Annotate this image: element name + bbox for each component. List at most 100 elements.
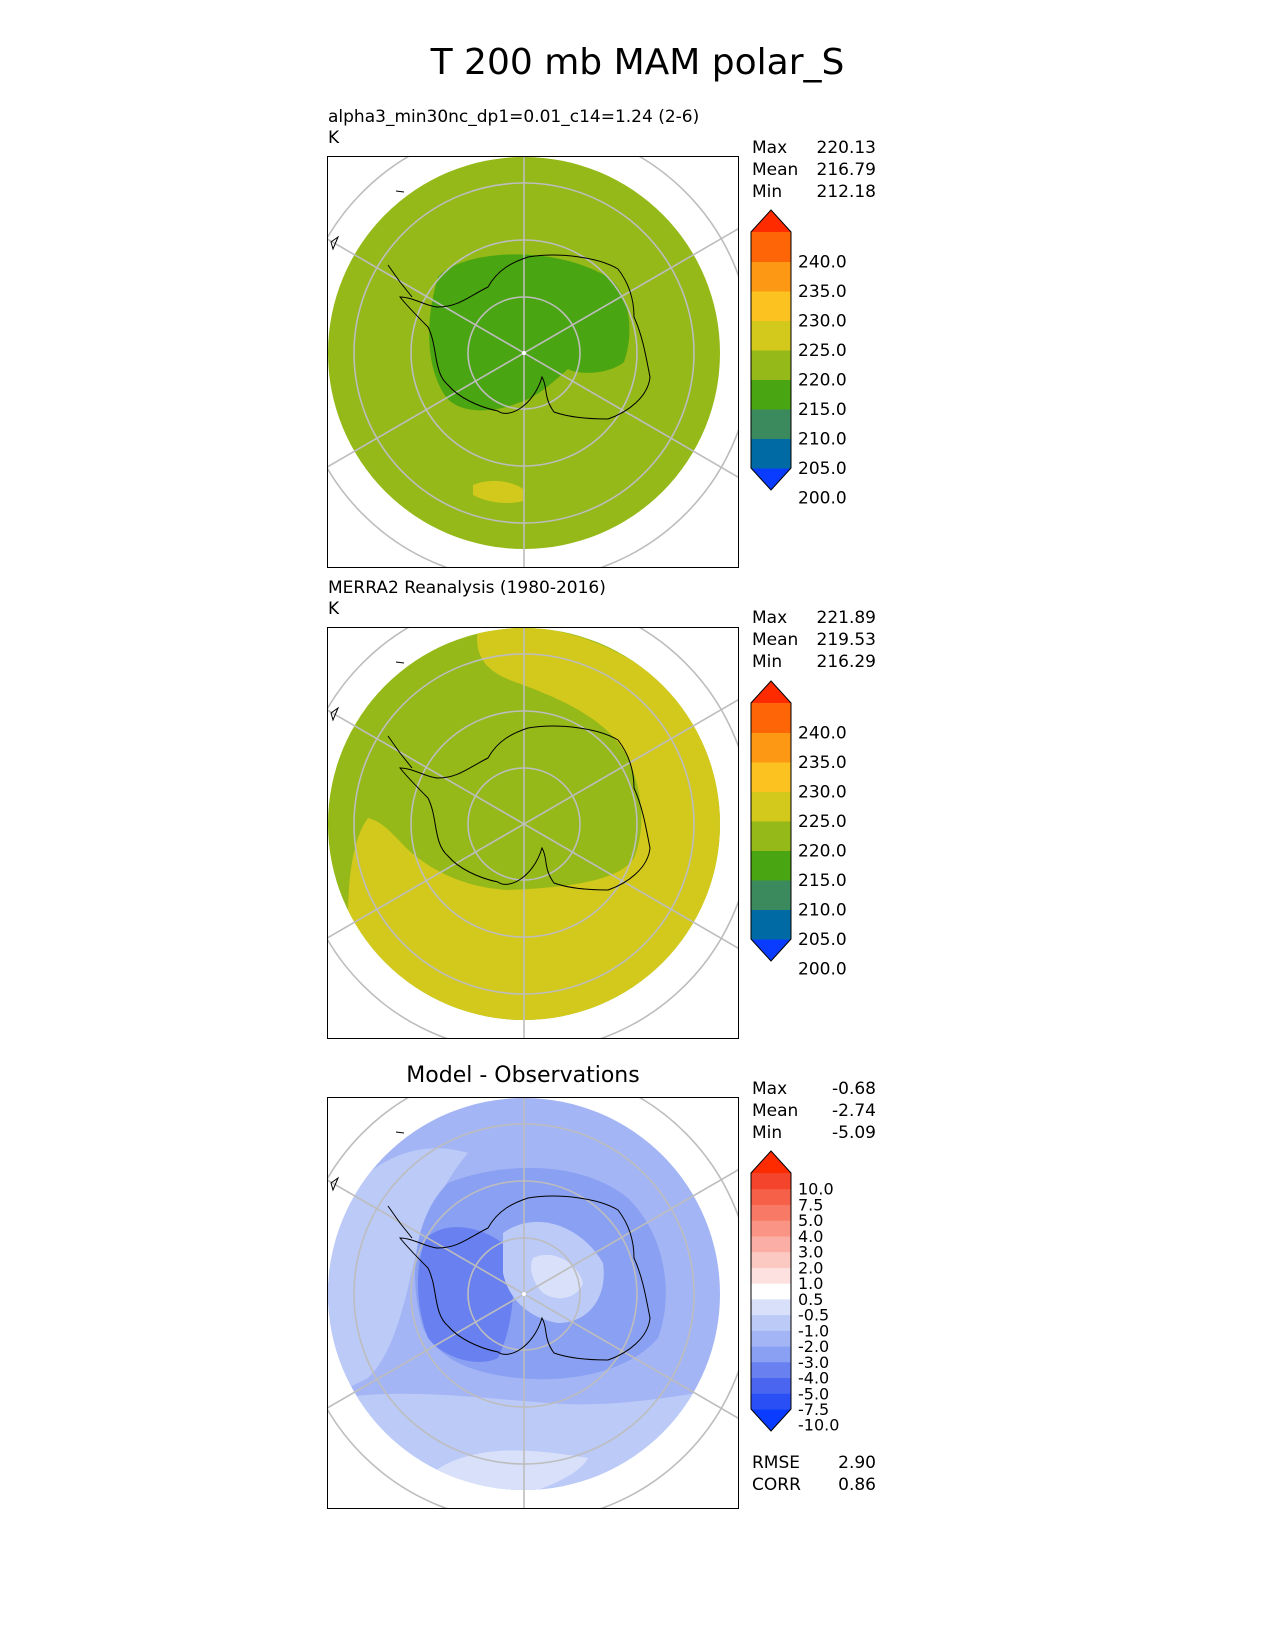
colorbar-tick-label: 215.0: [798, 871, 847, 891]
colorbar-tick-label: 225.0: [798, 341, 847, 361]
colorbar-tick-label: 240.0: [798, 724, 847, 744]
map-model: [327, 156, 739, 568]
colorbar-segment: [751, 732, 791, 763]
colorbar-tick-label: 215.0: [798, 400, 847, 420]
colorbar-tick-label: -7.5: [798, 1400, 829, 1419]
pole-marker: [522, 351, 526, 355]
stat-mean-value: 219.53: [816, 630, 876, 650]
field-strong: [417, 1227, 514, 1362]
colorbar-extend-high: [751, 1151, 791, 1173]
field-warm-patch: [473, 480, 523, 503]
stat-min-value: -5.09: [832, 1123, 876, 1143]
stat-min-value: 212.18: [816, 182, 876, 202]
colorbar-segment: [751, 1220, 791, 1237]
colorbar-segment: [751, 1393, 791, 1410]
colorbar-tick-label: 4.0: [798, 1227, 823, 1246]
colorbar-segment: [751, 1330, 791, 1347]
colorbar-tick-label: 0.5: [798, 1290, 823, 1309]
stat-max-label: Max: [752, 138, 788, 158]
colorbar-tick-label: 10.0: [798, 1180, 834, 1199]
stat-min-label: Min: [752, 182, 783, 202]
colorbar-segment: [751, 1361, 791, 1379]
colorbar-tick-label: 235.0: [798, 282, 847, 302]
colorbar-segment: [751, 1188, 791, 1205]
colorbar-tick-label: -4.0: [798, 1369, 829, 1388]
colorbar-segment: [751, 703, 791, 733]
map-obs: [327, 627, 739, 1039]
colorbar-tick-label: 205.0: [798, 459, 847, 479]
colorbar-outline: [750, 1150, 792, 1432]
colorbar-segment: [751, 880, 791, 910]
colorbar-diff: 10.07.55.04.03.02.01.00.5-0.5-1.0-2.0-3.…: [750, 1150, 839, 1435]
colorbar-segment: [751, 909, 791, 940]
colorbar-extend-low: [751, 1409, 791, 1431]
metrics-diff: RMSE 2.90 CORR 0.86: [752, 1452, 876, 1496]
colorbar-extend-low: [751, 939, 791, 961]
stat-mean-value: -2.74: [832, 1101, 876, 1121]
colorbar-tick-label: -2.0: [798, 1337, 829, 1356]
colorbar-tick-label: 5.0: [798, 1211, 823, 1230]
stat-min-value: 216.29: [816, 652, 876, 672]
antarctica-coastline: [398, 725, 651, 891]
map-diff-svg: [328, 1098, 738, 1508]
pole-marker: [522, 1292, 526, 1296]
stat-min-label: Min: [752, 652, 783, 672]
colorbar-segment: [751, 438, 791, 469]
colorbar-segment: [751, 1283, 791, 1300]
field-weak-west: [328, 1148, 468, 1398]
stat-min-label: Min: [752, 1123, 783, 1143]
rmse-label: RMSE: [752, 1453, 801, 1473]
field-cold-region: [429, 254, 630, 411]
colorbar-tick-label: -5.0: [798, 1384, 829, 1403]
panel-units-model: K: [328, 128, 340, 148]
colorbar-segment: [751, 379, 791, 410]
antarctic-peninsula-coastline: [387, 1205, 413, 1239]
colorbar-extend-low: [751, 468, 791, 490]
colorbar-tick-label: -10.0: [798, 1416, 839, 1435]
colorbar-segment: [751, 850, 791, 881]
colorbar-tick-label: 220.0: [798, 842, 847, 862]
colorbar-outline: [750, 680, 792, 962]
colorbar-segment: [751, 1314, 791, 1331]
colorbar-tick-label: -0.5: [798, 1306, 829, 1325]
island-coastlines: [330, 190, 405, 251]
colorbar-segment: [751, 1377, 791, 1394]
antarctic-peninsula-coastline: [387, 264, 413, 298]
colorbar-tick-label: 200.0: [798, 960, 847, 980]
antarctica-coastline: [398, 1195, 651, 1361]
stats-obs: Max 221.89 Mean 219.53 Min 216.29: [752, 607, 876, 673]
island-coastlines: [330, 661, 405, 722]
field-weakest-pole: [531, 1254, 583, 1299]
stats-model: Max 220.13 Mean 216.79 Min 212.18: [752, 137, 876, 203]
colorbar-segment: [751, 1173, 791, 1190]
colorbar-tick-label: 205.0: [798, 930, 847, 950]
stat-max-label: Max: [752, 1079, 788, 1099]
stat-max-value: 220.13: [816, 138, 876, 158]
colorbar-outline: [750, 209, 792, 491]
stat-mean-label: Mean: [752, 1101, 799, 1121]
colorbar-segment: [751, 762, 791, 792]
panel-title-obs: MERRA2 Reanalysis (1980-2016): [328, 578, 606, 598]
colorbar-segment: [751, 232, 791, 262]
stat-mean-label: Mean: [752, 630, 799, 650]
stat-mean-label: Mean: [752, 160, 799, 180]
colorbar-model: 240.0 235.0 230.0 225.0 220.0 215.0 210.0 205.0…: [750, 209, 847, 509]
stat-max-value: -0.68: [832, 1079, 876, 1099]
colorbar-segment: [751, 1251, 791, 1268]
colorbar-tick-label: -3.0: [798, 1353, 829, 1372]
colorbar-tick-label: 225.0: [798, 812, 847, 832]
antarctica-coastline: [398, 254, 651, 420]
colorbar-tick-label: 2.0: [798, 1258, 823, 1277]
colorbar-extend-high: [751, 681, 791, 703]
panel-units-obs: K: [328, 599, 340, 619]
colorbar-obs: 240.0 235.0 230.0 225.0 220.0 215.0 210.0 205.0…: [750, 680, 847, 980]
colorbar-segment: [751, 1298, 791, 1316]
colorbar-tick-label: 210.0: [798, 430, 847, 450]
colorbar-segment: [751, 320, 791, 351]
stat-max-value: 221.89: [816, 608, 876, 628]
graticule: [328, 628, 738, 1038]
antarctic-peninsula-coastline: [387, 735, 413, 769]
corr-label: CORR: [752, 1475, 801, 1495]
colorbar-tick-label: 240.0: [798, 253, 847, 273]
map-obs-svg: [328, 628, 738, 1038]
